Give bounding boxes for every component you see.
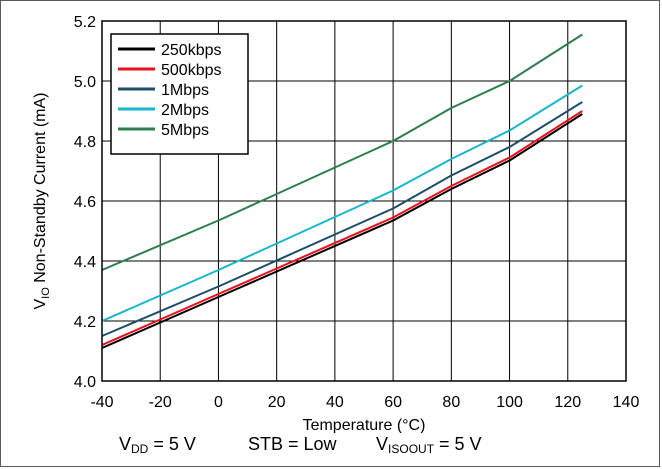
condition-visoout-sub: ISOOUT <box>388 442 435 456</box>
line-chart: -40 -20 0 20 40 60 80 100 120 140 4.0 4.2 4.4 4.6 4.8… <box>32 14 639 433</box>
series-line-5Mbps <box>101 33 583 271</box>
y-tick-label: 4.4 <box>74 254 96 271</box>
y-tick-label: 5.0 <box>74 74 96 91</box>
x-axis-label: Temperature (°C) <box>303 417 426 433</box>
y-tick-label: 4.8 <box>74 134 96 151</box>
series-line-250kbps <box>101 113 583 349</box>
x-tick-label: 0 <box>214 394 223 411</box>
x-tick-label: 100 <box>496 394 523 411</box>
y-tick-label: 4.6 <box>74 194 96 211</box>
legend-label-1Mbps: 1Mbps <box>161 82 209 99</box>
series-line-2Mbps <box>101 84 583 322</box>
y-tick-label: 5.2 <box>74 14 96 31</box>
condition-stb: STB = Low <box>248 434 337 455</box>
x-tick-label: 60 <box>384 394 402 411</box>
condition-stb-main: STB = Low <box>248 434 337 454</box>
condition-vdd-rest: = 5 V <box>148 434 196 454</box>
x-tick-label: 40 <box>326 394 344 411</box>
condition-visoout-main: V <box>376 434 389 454</box>
x-tick-label: -40 <box>90 394 113 411</box>
y-axis-label: VIO Non-Standby Current (mA) <box>32 92 52 309</box>
series-line-500kbps <box>101 110 583 346</box>
y-tick-label: 4.2 <box>74 314 96 331</box>
series-line-1Mbps <box>101 101 583 337</box>
legend-box <box>110 33 249 155</box>
series-lines <box>101 33 583 349</box>
y-axis-label-prefix: V <box>32 299 49 310</box>
x-tick-labels: -40 -20 0 20 40 60 80 100 120 140 <box>90 394 639 411</box>
condition-visoout: VISOOUT = 5 V <box>376 434 482 456</box>
x-tick-label: 120 <box>554 394 581 411</box>
legend: 250kbps 500kbps 1Mbps 2Mbps 5Mbps <box>110 33 249 155</box>
legend-label-500kbps: 500kbps <box>161 62 222 79</box>
x-tick-label: 140 <box>613 394 640 411</box>
x-tick-label: -20 <box>149 394 172 411</box>
y-axis-label-suffix: Non-Standby Current (mA) <box>32 92 49 287</box>
legend-items: 250kbps 500kbps 1Mbps 2Mbps 5Mbps <box>118 42 222 139</box>
test-conditions: VDD = 5 V STB = Low VISOOUT = 5 V <box>1 434 661 464</box>
x-tick-label: 20 <box>268 394 286 411</box>
legend-label-2Mbps: 2Mbps <box>161 102 209 119</box>
legend-label-250kbps: 250kbps <box>161 42 222 59</box>
legend-label-5Mbps: 5Mbps <box>161 122 209 139</box>
condition-visoout-rest: = 5 V <box>434 434 482 454</box>
condition-vdd-main: V <box>119 434 132 454</box>
condition-vdd: VDD = 5 V <box>119 434 196 456</box>
y-tick-label: 4.0 <box>74 374 96 391</box>
y-tick-labels: 4.0 4.2 4.4 4.6 4.8 5.0 5.2 <box>74 14 96 391</box>
condition-vdd-sub: DD <box>131 442 149 456</box>
plot-border <box>101 20 627 382</box>
x-tick-label: 80 <box>442 394 460 411</box>
y-axis-label-sub: IO <box>40 287 52 299</box>
